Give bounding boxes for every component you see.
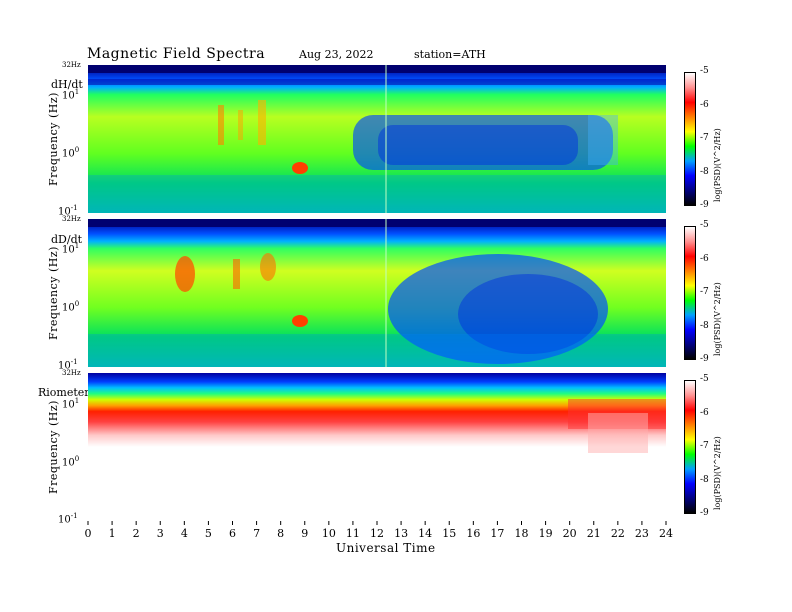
colorbar-tick-label: -6 (700, 407, 709, 418)
panel-1-label: dH/dt (51, 78, 83, 91)
x-tick-label: 19 (539, 527, 553, 540)
x-tick-label: 8 (277, 527, 284, 540)
colorbar-tick-label: -8 (700, 474, 709, 485)
colorbar-tick-label: -7 (700, 287, 709, 297)
panel-1-ytick-10e0: 100 (62, 146, 80, 160)
panel-3-top-tick: 32Hz (62, 369, 81, 377)
colorbar-3 (684, 380, 696, 514)
x-tick-label: 1 (109, 527, 116, 540)
colorbar-label: log(PSD)(V^2/Hz) (713, 282, 722, 356)
colorbar-2 (684, 226, 696, 360)
x-tick-label: 6 (229, 527, 236, 540)
panel-2-ylabel: Frequency (Hz) (47, 246, 60, 340)
colorbar-tick-label: -7 (700, 441, 709, 451)
colorbar-tick-label: -7 (700, 133, 709, 143)
x-tick-label: 4 (181, 527, 188, 540)
x-tick-label: 7 (253, 527, 260, 540)
x-axis-label: Universal Time (336, 541, 436, 555)
x-tick-label: 11 (346, 527, 360, 540)
panel-3-ytick-10e1: 101 (62, 397, 80, 411)
panel-2-top-tick: 32Hz (62, 215, 81, 223)
date-label: Aug 23, 2022 (299, 48, 374, 61)
colorbar-tick-label: -5 (700, 220, 709, 230)
figure-title: Magnetic Field Spectra (87, 46, 266, 62)
colorbar-tick-label: -8 (700, 166, 709, 177)
panel-2-spectrogram (88, 219, 666, 367)
x-tick-label: 12 (370, 527, 384, 540)
panel-1-top-tick: 32Hz (62, 61, 81, 69)
panel-1-ytick-10e1: 101 (62, 88, 80, 102)
x-tick-label: 22 (611, 527, 625, 540)
panel-3-ytick-10e0: 100 (62, 455, 80, 469)
x-axis: 0 1 2 3 4 5 6 7 8 9 10 11 12 13 14 15 16 17 18 19 20 21 22 23 24 (85, 521, 673, 540)
colorbar-1 (684, 72, 696, 206)
panel-1-ylabel: Frequency (Hz) (47, 92, 60, 186)
panel-3-ylabel: Frequency (Hz) (47, 400, 60, 494)
x-tick-label: 3 (157, 527, 164, 540)
panel-2-ytick-10e0: 100 (62, 300, 80, 314)
panel-1-ytick-10e-1: 10-1 (58, 204, 78, 218)
x-tick-label: 10 (322, 527, 336, 540)
colorbar-label: log(PSD)(V^2/Hz) (713, 436, 722, 510)
panel-3-heatmap (88, 373, 666, 521)
x-tick-label: 16 (466, 527, 480, 540)
panel-1-heatmap (88, 65, 666, 213)
x-tick-label: 24 (659, 527, 673, 540)
panel-2-heatmap (88, 219, 666, 367)
panel-1-spectrogram (88, 65, 666, 213)
colorbar-tick-label: -9 (700, 200, 709, 210)
panel-2-label: dD/dt (51, 233, 83, 246)
x-tick-label: 23 (635, 527, 649, 540)
x-tick-label: 5 (205, 527, 212, 540)
colorbar-tick-label: -9 (700, 354, 709, 364)
colorbar-tick-label: -5 (700, 66, 709, 76)
x-tick-label: 15 (442, 527, 456, 540)
station-label: station=ATH (414, 48, 486, 61)
colorbar-tick-label: -6 (700, 253, 709, 264)
x-tick-label: 14 (418, 527, 432, 540)
x-tick-label: 13 (394, 527, 408, 540)
x-tick-label: 2 (133, 527, 140, 540)
panel-2-ytick-10e-1: 10-1 (58, 358, 78, 372)
panel-3-ytick-10e-1: 10-1 (58, 512, 78, 526)
panel-3-label: Riometer (38, 386, 90, 399)
x-tick-label: 9 (301, 527, 308, 540)
colorbar-tick-label: -8 (700, 320, 709, 331)
colorbar-label: log(PSD)(V^2/Hz) (713, 128, 722, 202)
x-tick-label: 20 (563, 527, 577, 540)
panel-2-ytick-10e1: 101 (62, 242, 80, 256)
colorbar-tick-label: -5 (700, 374, 709, 384)
x-tick-label: 18 (515, 527, 529, 540)
panel-3-spectrogram (88, 373, 666, 521)
colorbar-tick-label: -6 (700, 99, 709, 110)
colorbar-tick-label: -9 (700, 508, 709, 518)
x-tick-label: 21 (587, 527, 601, 540)
x-tick-label: 0 (85, 527, 92, 540)
x-tick-label: 17 (490, 527, 504, 540)
